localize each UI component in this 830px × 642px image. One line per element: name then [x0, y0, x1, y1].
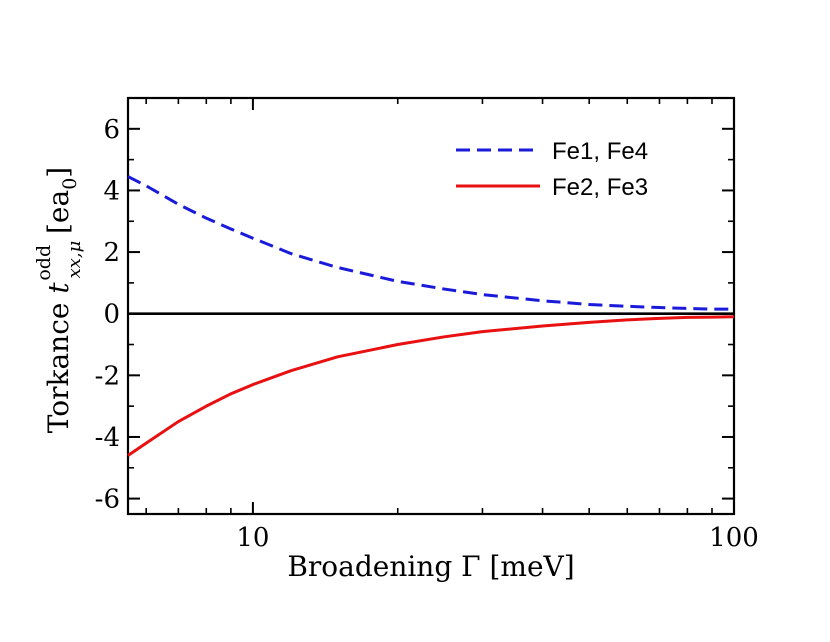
legend: Fe1, Fe4 Fe2, Fe3	[456, 138, 648, 201]
plot-frame	[126, 96, 736, 516]
y-tick-label: -2	[95, 361, 120, 391]
y-axis-title-unit-open: [ea	[42, 190, 75, 243]
x-tick-label: 10	[236, 523, 269, 553]
legend-label-1: Fe1, Fe4	[552, 138, 648, 165]
y-axis-title: Torkance t xx,μ odd [ea0]	[33, 167, 85, 433]
y-tick-label: 0	[103, 300, 120, 330]
y-axis-title-superscript: odd	[33, 245, 55, 281]
series-layer	[127, 175, 735, 457]
axis-ticks	[128, 98, 735, 514]
y-tick-label: 6	[103, 115, 120, 145]
legend-label-2: Fe2, Fe3	[552, 174, 648, 201]
x-axis-title: Broadening Γ [meV]	[287, 550, 574, 583]
series-line-1	[127, 175, 734, 311]
y-axis-title-unit-sub: 0	[59, 178, 81, 190]
y-tick-label: -6	[95, 485, 120, 515]
y-axis-title-symbol: t	[42, 282, 75, 294]
y-tick-label: 2	[103, 238, 120, 268]
y-tick-label: -4	[95, 423, 120, 453]
x-tick-label: 100	[709, 523, 759, 553]
tick-labels: -6 -4 -2 0 2 4 6 10 100	[95, 115, 759, 553]
y-axis-title-prefix: Torkance	[42, 294, 75, 434]
series-line-2	[127, 315, 735, 457]
y-tick-label: 4	[103, 176, 120, 206]
y-axis-title-subscript: xx,μ	[64, 241, 85, 279]
y-axis-title-unit-close: ]	[42, 167, 75, 178]
